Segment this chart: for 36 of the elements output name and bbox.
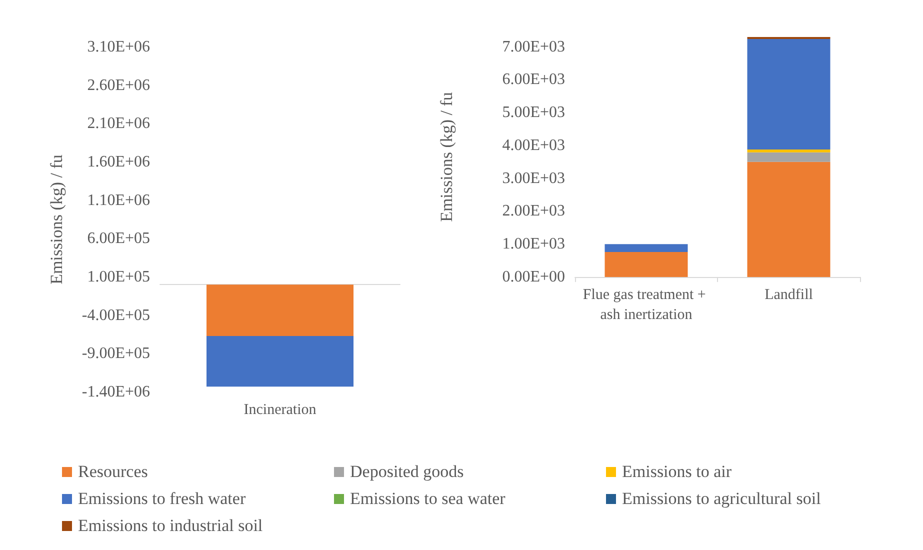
y-tick-label: 2.00E+03 [502,202,565,220]
x-tick-label: Flue gas treatment + ash inertization [582,287,710,323]
bar [604,244,688,252]
y-tick-label: 6.00E+03 [502,71,565,88]
y-tick-label: 2.60E+06 [87,76,150,94]
bar [747,162,830,277]
y-tick-label: 6.00E+05 [87,230,150,248]
y-tick-label: 1.00E+03 [502,236,565,253]
y-tick-label: 1.10E+06 [87,192,150,209]
y-tick-label: 1.60E+06 [87,154,150,170]
legend-label: Emissions to air [622,462,732,482]
legend-label: Emissions to sea water [350,489,506,509]
x-tick-label: Incineration [244,402,317,418]
y-axis-title: Emissions (kg) / fu [47,154,66,284]
legend-label: Deposited goods [350,462,464,482]
legend-label: Emissions to industrial soil [78,516,263,536]
y-axis-title: Emissions (kg) / fu [437,92,456,222]
y-tick-label: -1.40E+06 [82,384,150,400]
y-tick-label: 1.00E+05 [87,268,150,286]
y-tick-label: 0.00E+00 [502,268,565,286]
legend-label: Emissions to fresh water [78,489,246,509]
x-tick-label: Landfill [764,287,813,303]
legend-label: Emissions to agricultural soil [622,489,821,509]
y-tick-label: -9.00E+05 [82,345,150,362]
y-tick-label: -4.00E+05 [82,306,150,324]
y-tick-label: 3.10E+06 [87,38,150,56]
bar [747,38,830,150]
bar [604,252,688,277]
y-tick-label: 4.00E+03 [502,136,565,154]
y-tick-label: 7.00E+03 [502,38,565,56]
y-tick-label: 2.10E+06 [87,115,150,132]
bar [747,152,830,162]
y-tick-label: 5.00E+03 [502,104,565,122]
bar [747,149,830,152]
y-tick-label: 3.00E+03 [502,170,565,187]
legend-label: Resources [78,462,148,482]
